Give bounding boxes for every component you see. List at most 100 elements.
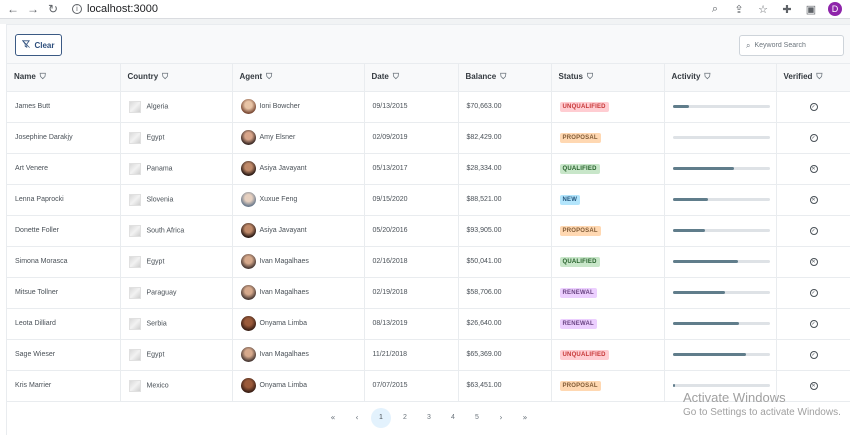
- cell-date: 02/09/2019: [364, 122, 459, 154]
- activity-progress-bar: [672, 322, 770, 325]
- activity-progress-fill: [672, 384, 676, 387]
- cell-balance: $65,369.00: [458, 339, 552, 371]
- column-header-country[interactable]: Country ⛉: [120, 64, 233, 92]
- cell-activity: [664, 91, 777, 123]
- status-badge: QUALIFIED: [559, 163, 600, 174]
- country-flag-icon: [128, 224, 141, 237]
- filter-icon[interactable]: ⛉: [816, 72, 823, 82]
- cell-status: RENEWAL: [551, 277, 665, 309]
- side-panel-icon[interactable]: ▣: [805, 3, 817, 16]
- page-button[interactable]: 5: [475, 414, 479, 421]
- activity-progress-bar: [672, 291, 770, 294]
- first-page-button[interactable]: «: [330, 413, 336, 422]
- table-body: James Butt Algeria Ioni Bowcher 09/13/2015 $…: [7, 91, 850, 402]
- keyword-search[interactable]: ⌕: [739, 35, 844, 56]
- address-bar[interactable]: i localhost:3000: [72, 3, 158, 15]
- browser-toolbar: ← → ↻ i localhost:3000 ⌕ ⇪ ☆ ✚ ▣ D: [0, 0, 850, 18]
- bookmark-star-icon[interactable]: ☆: [758, 3, 768, 16]
- page-button[interactable]: 3: [427, 414, 431, 421]
- cell-activity: [664, 308, 777, 340]
- site-info-icon[interactable]: i: [72, 4, 82, 14]
- table-row[interactable]: Sage Wieser Egypt Ivan Magalhaes 11/21/2018…: [7, 339, 850, 371]
- cell-status: UNQUALIFIED: [551, 339, 665, 371]
- status-badge: PROPOSAL: [559, 132, 601, 143]
- table-header-row: Name ⛉ Country ⛉ Agent ⛉ Date ⛉ Balance ⛉ Sta…: [7, 64, 850, 92]
- keyword-search-input[interactable]: [754, 42, 835, 49]
- agent-avatar: [240, 130, 256, 145]
- agent-avatar: [240, 254, 256, 269]
- cell-country: South Africa: [120, 215, 233, 247]
- prev-page-button[interactable]: ‹: [355, 413, 359, 422]
- column-header-status[interactable]: Status ⛉: [551, 64, 665, 92]
- column-header-activity[interactable]: Activity ⛉: [664, 64, 777, 92]
- table-toolbar: Clear ⌕: [7, 24, 850, 64]
- page-button[interactable]: 1: [371, 407, 391, 428]
- share-icon[interactable]: ⇪: [734, 3, 744, 16]
- page-button[interactable]: 4: [451, 414, 455, 421]
- extensions-puzzle-icon[interactable]: ✚: [782, 3, 792, 16]
- check-circle-icon: ✓: [809, 226, 818, 235]
- table-row[interactable]: Mitsue Tollner Paraguay Ivan Magalhaes 02/1…: [7, 277, 850, 309]
- activity-progress-bar: [672, 198, 770, 201]
- cell-activity: [664, 122, 777, 154]
- filter-slash-icon: [22, 40, 31, 50]
- back-icon[interactable]: ←: [7, 2, 19, 16]
- times-circle-icon: ✕: [809, 257, 818, 266]
- table-row[interactable]: Josephine Darakjy Egypt Amy Elsner 02/09/20…: [7, 122, 850, 154]
- clear-filters-button[interactable]: Clear: [15, 34, 62, 56]
- cell-activity: [664, 153, 777, 185]
- cell-country: Mexico: [120, 370, 233, 402]
- filter-icon[interactable]: ⛉: [500, 72, 507, 82]
- cell-verified: ✕: [776, 153, 850, 185]
- status-badge: RENEWAL: [559, 287, 597, 298]
- cell-status: QUALIFIED: [551, 246, 665, 278]
- table-row[interactable]: Leota Dilliard Serbia Onyama Limba 08/13/20…: [7, 308, 850, 340]
- cell-status: UNQUALIFIED: [551, 91, 665, 123]
- next-page-button[interactable]: ›: [499, 413, 503, 422]
- filter-icon[interactable]: ⛉: [39, 72, 46, 82]
- forward-icon[interactable]: →: [27, 2, 39, 16]
- cell-country: Paraguay: [120, 277, 233, 309]
- table-row[interactable]: James Butt Algeria Ioni Bowcher 09/13/2015 $…: [7, 91, 850, 123]
- table-row[interactable]: Simona Morasca Egypt Ivan Magalhaes 02/16/2…: [7, 246, 850, 278]
- column-header-name[interactable]: Name ⛉: [7, 64, 121, 92]
- column-header-date[interactable]: Date ⛉: [364, 64, 459, 92]
- table-row[interactable]: Art Venere Panama Asiya Javayant 05/13/2017…: [7, 153, 850, 185]
- table-row[interactable]: Donette Foller South Africa Asiya Javayant…: [7, 215, 850, 247]
- cell-agent: Ivan Magalhaes: [232, 339, 365, 371]
- cell-status: PROPOSAL: [551, 370, 665, 402]
- filter-icon[interactable]: ⛉: [704, 72, 711, 82]
- search-icon: ⌕: [746, 40, 751, 50]
- cell-verified: ✓: [776, 91, 850, 123]
- cell-activity: [664, 370, 777, 402]
- cell-name: Leota Dilliard: [7, 308, 121, 340]
- column-header-agent[interactable]: Agent ⛉: [232, 64, 365, 92]
- cell-status: PROPOSAL: [551, 215, 665, 247]
- agent-avatar: [240, 378, 256, 393]
- filter-icon[interactable]: ⛉: [162, 72, 169, 82]
- cell-verified: ✕: [776, 184, 850, 216]
- zoom-icon[interactable]: ⌕: [711, 2, 719, 15]
- filter-icon[interactable]: ⛉: [586, 72, 593, 82]
- profile-avatar[interactable]: D: [828, 2, 842, 16]
- activity-progress-fill: [672, 229, 705, 232]
- column-header-verified[interactable]: Verified ⛉: [776, 64, 850, 92]
- cell-balance: $82,429.00: [458, 122, 552, 154]
- last-page-button[interactable]: »: [522, 413, 528, 422]
- cell-name: Kris Marrier: [7, 370, 121, 402]
- clear-label: Clear: [34, 40, 55, 50]
- agent-avatar: [240, 285, 256, 300]
- table-row[interactable]: Lenna Paprocki Slovenia Xuxue Feng 09/15/20…: [7, 184, 850, 216]
- agent-avatar: [240, 347, 256, 362]
- column-header-balance[interactable]: Balance ⛉: [458, 64, 552, 92]
- filter-icon[interactable]: ⛉: [392, 72, 399, 82]
- check-circle-icon: ✓: [809, 350, 818, 359]
- reload-icon[interactable]: ↻: [47, 2, 59, 16]
- cell-activity: [664, 277, 777, 309]
- times-circle-icon: ✕: [809, 381, 818, 390]
- cell-agent: Onyama Limba: [232, 370, 365, 402]
- page-button[interactable]: 2: [403, 414, 407, 421]
- cell-balance: $50,041.00: [458, 246, 552, 278]
- filter-icon[interactable]: ⛉: [266, 72, 273, 82]
- table-row[interactable]: Kris Marrier Mexico Onyama Limba 07/07/2015…: [7, 370, 850, 402]
